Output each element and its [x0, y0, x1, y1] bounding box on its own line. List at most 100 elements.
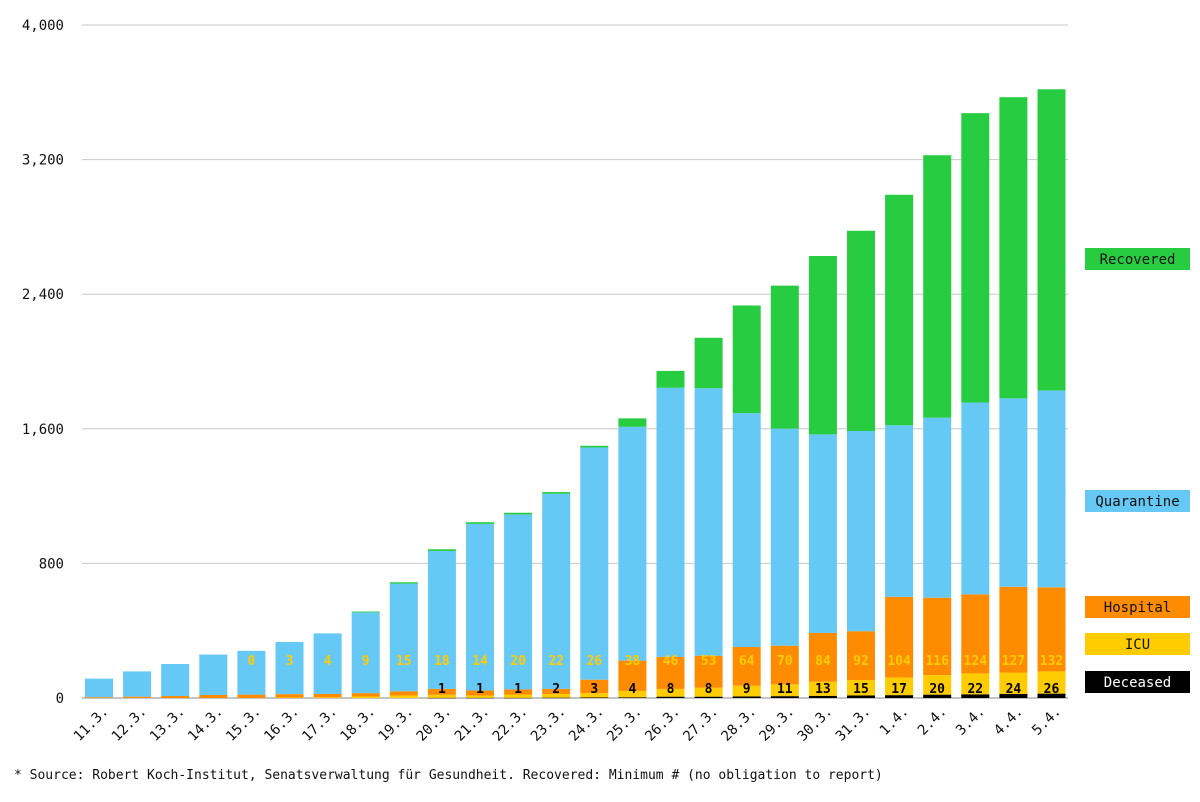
bar-segment-recovered	[808, 256, 837, 435]
x-tick-label: 24.3.	[566, 704, 607, 745]
bar-segment-hospital	[275, 694, 304, 698]
bar-segment-quarantine	[275, 641, 304, 695]
x-tick-label: 19.3.	[376, 704, 417, 745]
bar-segment-hospital	[161, 695, 190, 698]
y-tick-label: 0	[56, 691, 64, 707]
bar-segment-icu	[1037, 671, 1066, 694]
legend-swatch-deceased	[1085, 671, 1190, 693]
x-tick-label: 21.3.	[452, 704, 493, 745]
bar-segment-hospital	[999, 586, 1028, 673]
bar-segment-deceased	[504, 697, 533, 699]
bar-segment-quarantine	[85, 678, 113, 698]
bar-segment-icu	[466, 695, 494, 698]
bar-segment-recovered	[770, 285, 799, 429]
icu-value-label: 70	[777, 654, 793, 669]
x-tick-label: 25.3.	[604, 704, 645, 745]
y-tick-label: 3,200	[22, 153, 64, 169]
legend-label-deceased: Deceased	[1104, 675, 1171, 691]
icu-value-label: 20	[510, 654, 526, 669]
icu-value-label: 9	[362, 654, 370, 669]
icu-value-label: 127	[1002, 654, 1025, 669]
bar-segment-icu	[808, 681, 837, 696]
bar-segment-hospital	[123, 696, 152, 698]
x-tick-label: 15.3.	[223, 704, 264, 745]
bar-segment-recovered	[580, 445, 609, 448]
bar-segment-hospital	[580, 679, 609, 694]
icu-value-label: 46	[663, 654, 679, 669]
bar-segment-quarantine	[694, 388, 723, 656]
bar-segment-deceased	[656, 696, 685, 698]
bar-segment-hospital	[313, 693, 342, 698]
y-tick-label: 800	[39, 556, 64, 572]
bar-segment-recovered	[389, 582, 418, 584]
bar-value-labels: 0 3 4 9 15 1811412012222633844685386497011841…	[247, 654, 1063, 697]
bar-segment-icu	[961, 673, 990, 695]
bar-segment-quarantine	[123, 671, 152, 697]
icu-value-label: 3	[286, 654, 294, 669]
bar-segment-recovered	[466, 522, 494, 524]
deceased-value-label: 1	[438, 682, 446, 697]
y-tick-label: 4,000	[22, 18, 64, 34]
bar-segment-hospital	[732, 647, 761, 686]
deceased-value-label: 8	[705, 682, 713, 697]
bar-segment-hospital	[885, 596, 914, 678]
bar-segment-quarantine	[1037, 390, 1066, 588]
x-axis-tick-labels: 11.3.12.3.13.3.14.3.15.3.16.3.17.3.18.3.…	[71, 704, 1065, 745]
icu-value-label: 14	[472, 654, 488, 669]
bar-segment-recovered	[1037, 89, 1066, 391]
bar-segment-hospital	[808, 632, 837, 682]
bar-segment-recovered	[656, 370, 685, 388]
legend-swatch-recovered	[1085, 248, 1190, 270]
y-tick-label: 2,400	[22, 287, 64, 303]
bar-segment-hospital	[351, 693, 380, 697]
bar-segment-icu	[427, 694, 456, 698]
bar-segment-hospital	[466, 690, 494, 696]
bar-segment-quarantine	[618, 426, 647, 661]
bar-segment-recovered	[732, 305, 761, 414]
deceased-value-label: 11	[777, 682, 793, 697]
deceased-value-label: 26	[1044, 682, 1060, 697]
bar-segment-deceased	[427, 697, 456, 699]
legend-label-recovered: Recovered	[1100, 252, 1176, 268]
x-tick-label: 31.3.	[833, 704, 874, 745]
bar-segment-icu	[618, 690, 647, 698]
bar-segment-quarantine	[466, 523, 494, 691]
bar-segment-icu	[885, 677, 914, 696]
x-tick-label: 17.3.	[299, 704, 340, 745]
bar-segment-icu	[656, 688, 685, 697]
bar-segment-quarantine	[656, 387, 685, 657]
icu-value-label: 38	[625, 654, 641, 669]
bar-segment-icu	[275, 697, 304, 698]
y-tick-label: 1,600	[22, 422, 64, 438]
deceased-value-label: 15	[853, 682, 869, 697]
bar-segment-deceased	[542, 697, 571, 699]
x-tick-label: 30.3.	[795, 704, 836, 745]
bar-segment-icu	[580, 693, 609, 698]
x-tick-label: 4.4.	[991, 704, 1026, 739]
bar-segment-quarantine	[923, 417, 952, 598]
x-tick-label: 16.3.	[261, 704, 302, 745]
bar-segment-deceased	[580, 697, 609, 698]
bar-segment-recovered	[885, 194, 914, 426]
deceased-value-label: 24	[1006, 682, 1022, 697]
bar-segment-quarantine	[885, 425, 914, 597]
x-tick-label: 29.3.	[757, 704, 798, 745]
legend-swatch-icu	[1085, 633, 1190, 655]
icu-value-label: 22	[548, 654, 564, 669]
bar-segment-recovered	[923, 155, 952, 418]
x-tick-label: 22.3.	[490, 704, 531, 745]
deceased-value-label: 20	[929, 682, 945, 697]
x-tick-label: 20.3.	[414, 704, 455, 745]
bar-segment-quarantine	[542, 493, 571, 689]
bar-segment-hospital	[770, 645, 799, 685]
bar-segment-icu	[847, 679, 875, 696]
source-footnote: * Source: Robert Koch-Institut, Senatsve…	[14, 768, 883, 783]
bar-segment-quarantine	[808, 434, 837, 633]
bar-segment-deceased	[999, 693, 1028, 698]
bar-segment-recovered	[847, 230, 875, 431]
icu-value-label: 4	[324, 654, 332, 669]
deceased-value-label: 22	[967, 682, 983, 697]
bar-segment-hospital	[923, 597, 952, 676]
icu-value-label: 92	[853, 654, 869, 669]
bar-segment-icu	[732, 685, 761, 697]
